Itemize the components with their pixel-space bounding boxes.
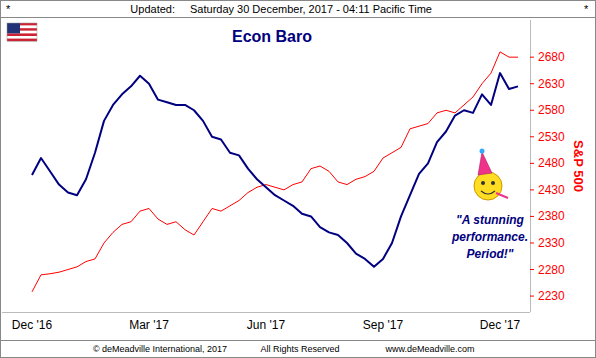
y-tick	[530, 110, 534, 111]
y-tick	[530, 163, 534, 164]
y-tick-label: 2530	[538, 130, 565, 144]
outer-frame	[1, 1, 596, 358]
annotation: performance.	[451, 230, 528, 244]
flag-border	[7, 23, 37, 41]
emoji-eye	[481, 181, 485, 185]
footer-text: © deMeadville International, 2017	[93, 344, 227, 354]
x-tick-label: Mar '17	[129, 318, 169, 332]
emoji-face	[474, 172, 502, 200]
series-line	[32, 73, 518, 267]
footer-line	[1, 340, 595, 341]
series-line	[32, 52, 518, 292]
flag-stripe	[7, 36, 37, 39]
flag-stripe	[7, 39, 37, 42]
x-tick-label: Dec '17	[480, 318, 521, 332]
y-tick-label: 2480	[538, 156, 565, 170]
emoji-mouth	[481, 191, 495, 194]
y-tick-label: 2280	[538, 263, 565, 277]
y-tick	[530, 189, 534, 190]
x-tick-label: Dec '16	[12, 318, 53, 332]
header-band	[1, 1, 595, 17]
y-tick	[530, 136, 534, 137]
header-line	[1, 17, 595, 18]
y-axis-line	[530, 20, 531, 312]
updated-label: Updated:	[130, 3, 175, 15]
x-axis-line	[2, 312, 530, 313]
y-tick-label: 2380	[538, 209, 565, 223]
y-tick	[530, 242, 534, 243]
x-tick-label: Sep '17	[363, 318, 404, 332]
updated-text: Saturday 30 December, 2017 - 04:11 Pacif…	[190, 3, 432, 15]
y-tick-label: 2230	[538, 289, 565, 303]
y-tick	[530, 296, 534, 297]
emoji-pompom	[480, 149, 485, 154]
series-group	[32, 52, 518, 292]
annotation: "A stunning	[456, 213, 525, 227]
footer-text: All Rights Reserved	[260, 344, 339, 354]
x-tick-label: Jun '17	[247, 318, 286, 332]
y-tick-label: 2330	[538, 236, 565, 250]
y-tick-label: 2580	[538, 103, 565, 117]
title: Econ Baro	[232, 28, 312, 45]
y-tick-label: 2680	[538, 50, 565, 64]
us-flag	[7, 23, 37, 41]
flag-canton	[7, 23, 20, 33]
footer-text: www.deMeadville.com	[384, 344, 474, 354]
emoji-eye	[491, 181, 495, 185]
y-tick	[530, 83, 534, 84]
header-mark: *	[6, 3, 11, 15]
party-emoji	[474, 149, 508, 201]
annotation: Period!"	[466, 247, 513, 261]
y-tick	[530, 216, 534, 217]
y-tick-label: 2430	[538, 183, 565, 197]
y-tick	[530, 57, 534, 58]
flag-stripe	[7, 33, 37, 36]
chart: * * Updated: Saturday 30 December, 2017 - 0…	[0, 0, 596, 358]
y-tick	[530, 269, 534, 270]
y-tick-label: 2630	[538, 77, 565, 91]
y-axis-label: S&P 500	[571, 140, 586, 192]
emoji-hat	[478, 152, 492, 175]
emoji-horn	[496, 193, 508, 198]
header-mark: *	[584, 3, 589, 15]
